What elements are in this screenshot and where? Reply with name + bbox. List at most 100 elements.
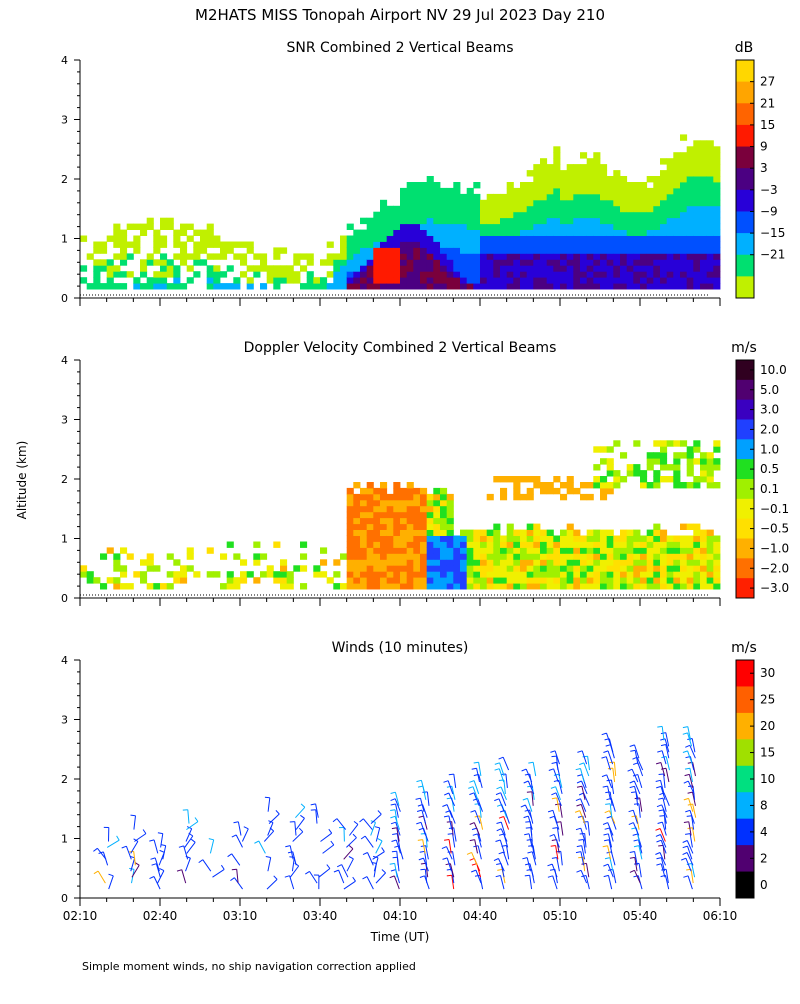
heatmap-cell [387, 518, 394, 524]
heatmap-cell [347, 277, 354, 283]
wind-barb-flag [634, 840, 639, 841]
heatmap-cell [400, 559, 407, 565]
heatmap-cell [407, 271, 414, 277]
heatmap-cell [607, 482, 614, 488]
heatmap-cell [493, 218, 500, 224]
heatmap-cell [667, 259, 674, 265]
heatmap-cell [687, 524, 694, 530]
heatmap-cell [453, 547, 460, 553]
heatmap-cell [280, 565, 287, 571]
heatmap-cell [587, 482, 594, 488]
heatmap-cell [513, 265, 520, 271]
wind-barb-flag [361, 836, 365, 839]
wind-barb [453, 834, 455, 848]
heatmap-cell [440, 253, 447, 259]
wind-barb-flag [683, 846, 688, 848]
wind-barb-flag [576, 769, 581, 770]
heatmap-cell [493, 524, 500, 530]
heatmap-cell [380, 200, 387, 206]
heatmap-cell [687, 164, 694, 170]
heatmap-cell [540, 236, 547, 242]
wind-barb-flag [149, 840, 154, 841]
wind-barb [453, 852, 455, 866]
wind-barb [526, 769, 532, 782]
heatmap-cell [667, 253, 674, 259]
heatmap-cell [487, 200, 494, 206]
heatmap-cell [493, 577, 500, 583]
heatmap-cell [660, 259, 667, 265]
heatmap-cell [667, 242, 674, 248]
heatmap-cell [713, 559, 720, 565]
heatmap-cell [347, 271, 354, 277]
heatmap-cell [547, 212, 554, 218]
heatmap-cell [693, 559, 700, 565]
heatmap-cell [473, 571, 480, 577]
heatmap-cell [367, 218, 374, 224]
colorbar-unit: m/s [731, 340, 757, 356]
heatmap-cell [440, 565, 447, 571]
heatmap-cell [120, 230, 127, 236]
heatmap-cell [567, 253, 574, 259]
heatmap-cell [687, 565, 694, 571]
heatmap-cell [680, 440, 687, 446]
heatmap-cell [413, 500, 420, 506]
heatmap-cell [613, 212, 620, 218]
heatmap-cell [620, 553, 627, 559]
heatmap-cell [573, 188, 580, 194]
heatmap-cell [93, 283, 100, 289]
heatmap-cell [713, 224, 720, 230]
heatmap-cell [300, 583, 307, 589]
heatmap-cell [373, 547, 380, 553]
heatmap-cell [207, 224, 214, 230]
heatmap-cell [600, 565, 607, 571]
wind-barb [134, 816, 136, 830]
wind-barb-flag [524, 781, 529, 783]
heatmap-cell [687, 247, 694, 253]
heatmap-cell [347, 283, 354, 289]
heatmap-cell [607, 470, 614, 476]
heatmap-cell [433, 247, 440, 253]
heatmap-cell [193, 230, 200, 236]
heatmap-cell [627, 200, 634, 206]
heatmap-cell [567, 218, 574, 224]
y-tick-label: 3 [61, 414, 68, 427]
heatmap-cell [513, 200, 520, 206]
wind-barb-flag [630, 857, 635, 858]
heatmap-cell [353, 506, 360, 512]
heatmap-cell [147, 565, 154, 571]
heatmap-cell [347, 583, 354, 589]
heatmap-cell [393, 218, 400, 224]
wind-barb-flag [550, 751, 555, 753]
heatmap-cell [433, 506, 440, 512]
heatmap-cell [340, 283, 347, 289]
wind-barb [156, 864, 160, 878]
heatmap-cell [653, 476, 660, 482]
wind-barb-flag [331, 841, 334, 845]
heatmap-cell [347, 565, 354, 571]
heatmap-cell [387, 547, 394, 553]
heatmap-cell [527, 283, 534, 289]
heatmap-cell [227, 583, 234, 589]
heatmap-cell [613, 271, 620, 277]
heatmap-cell [440, 212, 447, 218]
colorbar-label: 2 [760, 851, 768, 865]
heatmap-cell [480, 224, 487, 230]
heatmap-cell [547, 559, 554, 565]
heatmap-cell [400, 553, 407, 559]
heatmap-cell [373, 283, 380, 289]
heatmap-cell [513, 188, 520, 194]
wind-barb-flag [548, 876, 553, 878]
heatmap-cell [353, 583, 360, 589]
heatmap-cell [593, 283, 600, 289]
heatmap-cell [547, 577, 554, 583]
wind-barb [236, 835, 242, 848]
heatmap-cell [580, 559, 587, 565]
heatmap-cell [667, 559, 674, 565]
heatmap-cell [567, 565, 574, 571]
colorbar-label: 30 [760, 666, 775, 680]
wind-barb-flag [495, 763, 500, 765]
heatmap-cell [440, 506, 447, 512]
wind-barb [427, 792, 429, 806]
heatmap-cell [613, 236, 620, 242]
heatmap-cell [267, 265, 274, 271]
